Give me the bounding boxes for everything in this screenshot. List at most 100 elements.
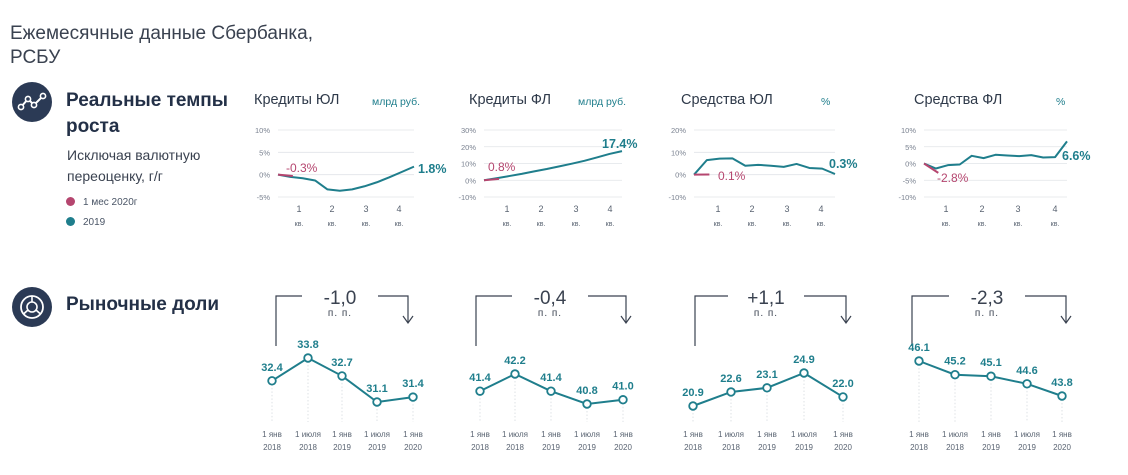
y-tick-label: 10% [255,126,270,135]
x-tick-year: 2018 [946,443,964,452]
data-label: 44.6 [1016,365,1037,377]
data-point [688,401,698,411]
data-label-2019: 6.6% [1062,149,1091,163]
x-tick-suffix: кв. [537,221,546,228]
x-tick-suffix: кв. [362,221,371,228]
data-label: 20.9 [682,387,703,399]
x-tick-label: 2 [329,204,334,214]
x-tick-label: 2 [979,204,984,214]
page-title-line1: Ежемесячные данные Сбербанка, [10,23,314,44]
x-tick-label: 1 [296,204,301,214]
y-tick-label: 10% [461,160,476,169]
data-label-2020: 0.8% [488,160,516,174]
x-tick-label: 1 июля [1014,430,1040,439]
data-label: 32.4 [261,362,283,374]
x-tick-suffix: кв. [978,221,987,228]
change-unit: п. п. [328,308,352,319]
x-tick-year: 2019 [578,443,596,452]
data-point [618,395,628,405]
x-tick-year: 2018 [684,443,702,452]
y-tick-label: 20% [671,126,686,135]
data-point [546,386,556,396]
chart1-title: Кредиты ЮЛ [254,92,340,108]
x-tick-label: 1 янв [262,430,282,439]
change-value: -2,3 [971,288,1004,309]
x-tick-year: 2018 [263,443,281,452]
x-tick-year: 2018 [722,443,740,452]
x-tick-year: 2019 [795,443,813,452]
data-label: 40.8 [576,385,597,397]
data-label: 46.1 [908,342,929,354]
x-tick-suffix: кв. [942,221,951,228]
x-tick-suffix: кв. [572,221,581,228]
page-title: Ежемесячные данные Сбербанка, РСБУ [10,22,313,70]
data-point [510,369,520,379]
data-point [762,383,772,393]
x-tick-label: 4 [1052,204,1057,214]
arrow-head-icon [840,315,852,325]
data-point [303,353,313,363]
data-label-2020: 0.1% [718,169,746,183]
x-tick-label: 1 янв [981,430,1001,439]
x-tick-label: 3 [784,204,789,214]
chart3-unit: % [821,96,831,108]
x-tick-label: 1 янв [332,430,352,439]
x-tick-year: 2020 [1053,443,1071,452]
y-tick-label: 10% [901,126,916,135]
data-point [838,392,848,402]
bracket-right [588,295,627,322]
x-tick-year: 2020 [834,443,852,452]
y-tick-label: -10% [898,193,916,202]
x-tick-label: 1 июля [942,430,968,439]
x-tick-suffix: кв. [714,221,723,228]
x-tick-label: 1 янв [1052,430,1072,439]
x-tick-label: 3 [1015,204,1020,214]
x-tick-year: 2019 [333,443,351,452]
data-label: 31.1 [366,383,387,395]
x-tick-suffix: кв. [1051,221,1060,228]
series-2019-line [277,165,415,192]
data-point [799,368,809,378]
change-unit: п. п. [975,308,999,319]
data-label-2019: 1.8% [418,162,447,176]
x-tick-year: 2019 [758,443,776,452]
data-label: 22.6 [720,373,741,385]
data-label: 41.0 [612,381,633,393]
x-tick-year: 2020 [614,443,632,452]
series-2020-line [923,162,939,174]
x-tick-suffix: кв. [783,221,792,228]
data-label: 45.2 [944,356,965,368]
x-tick-label: 1 [504,204,509,214]
x-tick-year: 2018 [506,443,524,452]
x-tick-suffix: кв. [395,221,404,228]
section1-title-line2: роста [66,116,120,137]
legend-dot-2020 [66,197,75,206]
bracket-left [275,295,302,346]
legend-label-2019: 2019 [83,217,106,228]
section1-title-line1: Реальные темпы [66,90,229,111]
x-tick-year: 2019 [1018,443,1036,452]
x-tick-label: 2 [749,204,754,214]
y-tick-label: 30% [461,126,476,135]
legend-dot-2019 [66,217,75,226]
series-2019-line [923,140,1068,170]
x-tick-label: 1 янв [613,430,633,439]
x-tick-label: 1 янв [909,430,929,439]
bracket-right [804,295,847,322]
bracket-right [1025,295,1067,322]
bracket-left [911,295,949,346]
data-point [582,399,592,409]
data-label: 42.2 [504,355,525,367]
data-point [1022,379,1032,389]
x-tick-label: 2 [538,204,543,214]
section1-subtitle-line1: Исключая валютную [67,147,201,163]
y-tick-label: -10% [668,193,686,202]
x-tick-label: 1 июля [295,430,321,439]
section1-subtitle-line2: переоценку, г/г [67,168,163,184]
line-chart-icon [12,82,52,122]
data-label: 41.4 [469,372,491,384]
x-tick-label: 3 [573,204,578,214]
x-tick-label: 1 янв [683,430,703,439]
y-tick-label: 20% [461,143,476,152]
x-tick-suffix: кв. [328,221,337,228]
